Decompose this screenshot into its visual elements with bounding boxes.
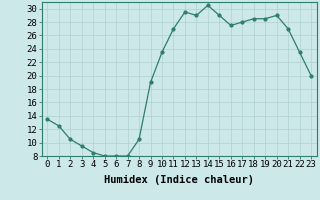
X-axis label: Humidex (Indice chaleur): Humidex (Indice chaleur) [104,175,254,185]
